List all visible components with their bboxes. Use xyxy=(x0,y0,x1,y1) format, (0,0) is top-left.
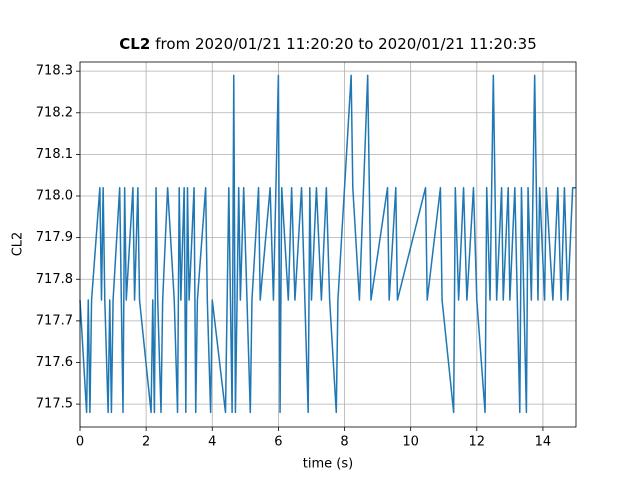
x-tick-label: 14 xyxy=(535,435,552,450)
chart-title: CL2 from 2020/01/21 11:20:20 to 2020/01/2… xyxy=(119,35,536,53)
x-tick-label: 0 xyxy=(76,435,84,450)
title-signal: CL2 xyxy=(119,35,150,53)
y-tick-label: 717.8 xyxy=(36,272,73,287)
x-tick-label: 2 xyxy=(142,435,150,450)
y-tick-label: 717.9 xyxy=(36,230,73,245)
x-tick-label: 8 xyxy=(340,435,348,450)
y-tick-label: 718.1 xyxy=(36,147,73,162)
x-tick-label: 6 xyxy=(274,435,282,450)
x-tick-label: 4 xyxy=(208,435,216,450)
plot-frame xyxy=(79,61,577,428)
x-tick-label: 10 xyxy=(402,435,419,450)
data-line xyxy=(79,74,576,414)
y-tick-label: 718.0 xyxy=(36,189,73,204)
y-axis-label: CL2 xyxy=(11,232,26,257)
y-tick-label: 717.7 xyxy=(36,313,73,328)
title-text: from 2020/01/21 11:20:20 to 2020/01/21 1… xyxy=(155,35,536,53)
x-tick-label: 12 xyxy=(469,435,486,450)
y-tick-label: 718.2 xyxy=(36,105,73,120)
y-tick-label: 717.6 xyxy=(36,355,73,370)
y-tick-label: 718.3 xyxy=(36,64,73,79)
x-axis-label: time (s) xyxy=(303,457,353,472)
y-tick-label: 717.5 xyxy=(36,397,73,412)
